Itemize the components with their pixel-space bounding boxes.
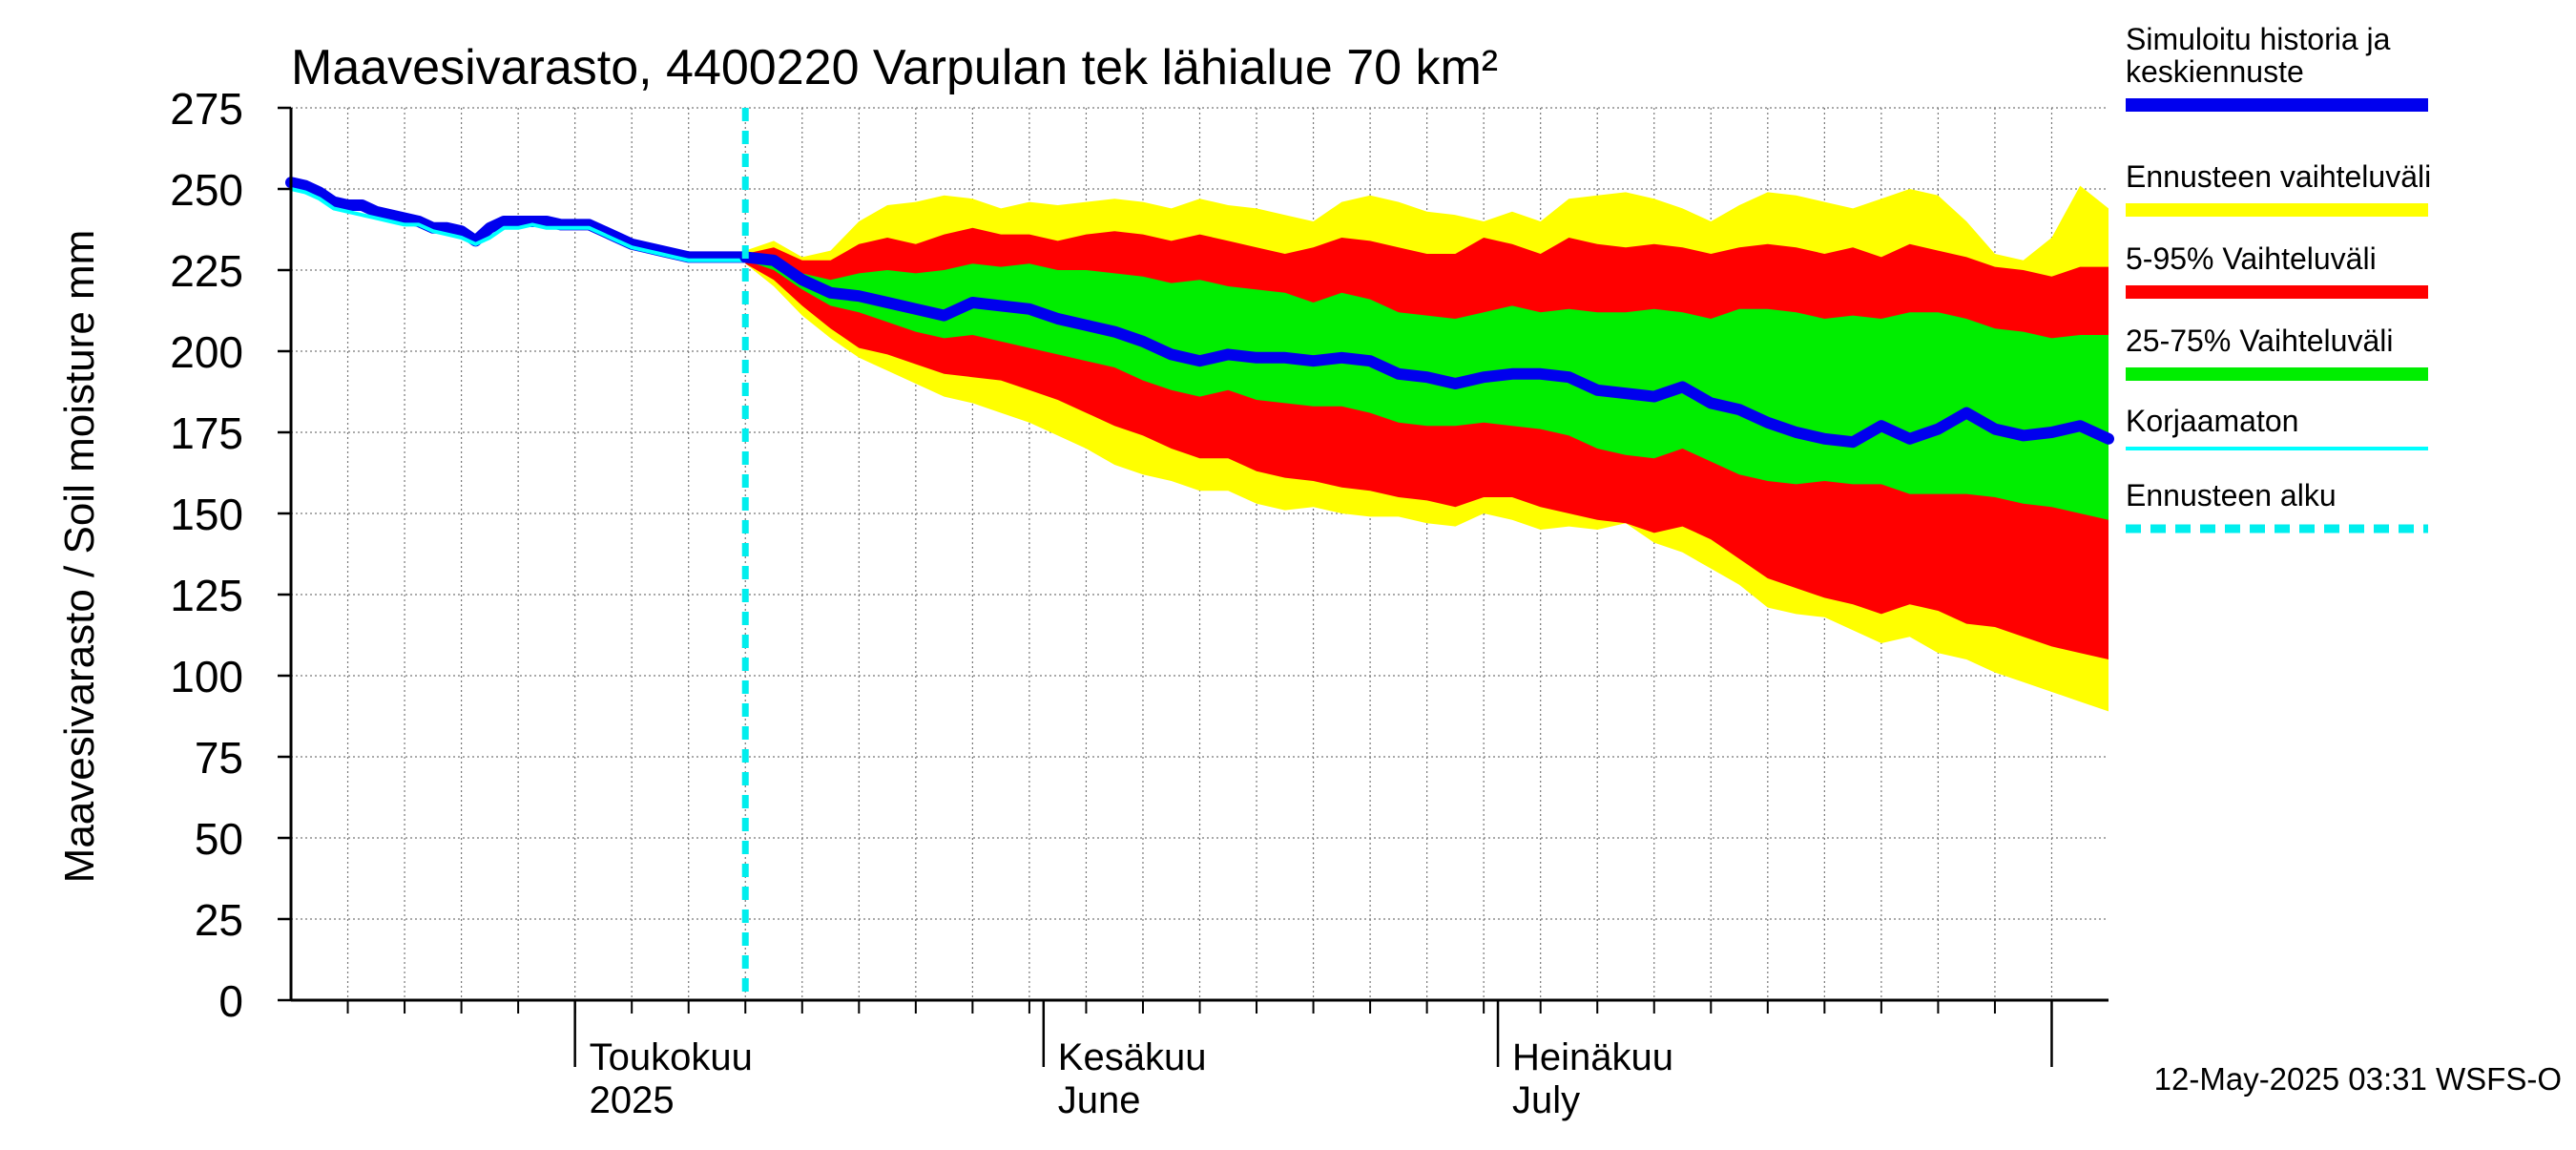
y-tick-label: 275 [170,84,243,134]
legend-label-sim: keskiennuste [2126,54,2304,89]
legend-label-fstart: Ennusteen alku [2126,478,2337,512]
y-tick-label: 25 [195,895,243,945]
y-tick-label: 250 [170,165,243,215]
legend-label-sim: Simuloitu historia ja [2126,22,2391,56]
month-label: Toukokuu [590,1036,753,1078]
legend-label-p5_95: 5-95% Vaihteluväli [2126,241,2377,276]
y-tick-label: 175 [170,408,243,458]
y-tick-label: 125 [170,571,243,620]
legend-label-uncorr: Korjaamaton [2126,404,2298,438]
history-mean-line [285,177,752,263]
y-axis-label: Maavesivarasto / Soil moisture mm [56,230,103,884]
month-sublabel: July [1512,1079,1580,1121]
month-label: Heinäkuu [1512,1036,1673,1078]
month-sublabel: June [1058,1079,1141,1121]
chart-title: Maavesivarasto, 4400220 Varpulan tek läh… [291,40,1498,95]
month-sublabel: 2025 [590,1079,675,1121]
forecast-mean-line [739,251,2114,449]
y-tick-label: 100 [170,652,243,701]
y-tick-label: 150 [170,490,243,539]
legend-label-p25_75: 25-75% Vaihteluväli [2126,324,2393,358]
y-tick-label: 0 [218,976,243,1026]
y-tick-label: 225 [170,246,243,296]
uncorrected-line [289,187,748,262]
y-tick-label: 200 [170,327,243,377]
y-tick-label: 75 [195,733,243,783]
legend-label-range: Ennusteen vaihteluväli [2126,159,2431,194]
month-label: Kesäkuu [1058,1036,1207,1078]
timestamp-footer: 12-May-2025 03:31 WSFS-O [2154,1061,2562,1097]
y-tick-label: 50 [195,814,243,864]
